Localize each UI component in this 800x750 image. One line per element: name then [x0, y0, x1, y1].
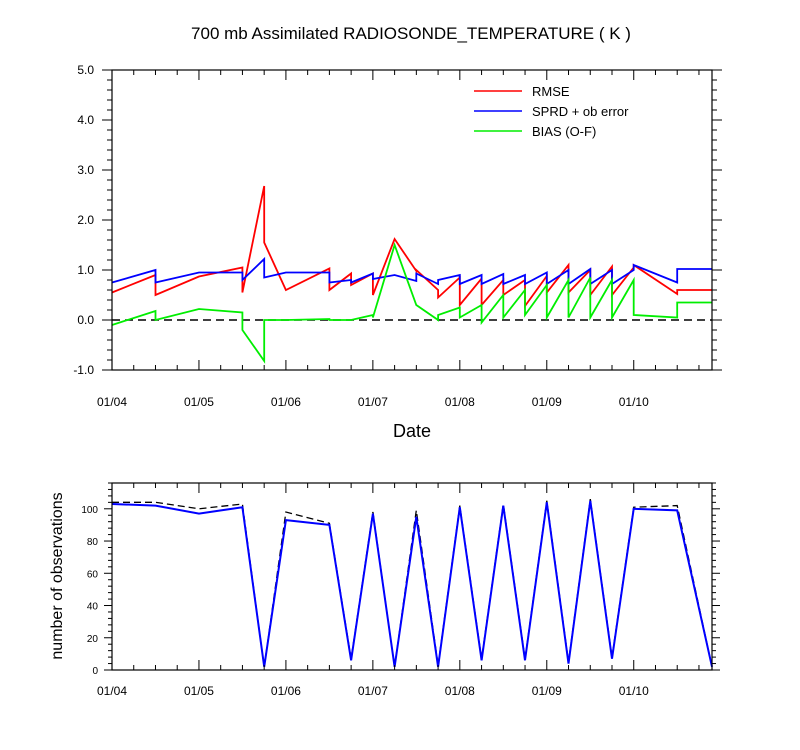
top-y-tick-labels: -1.0 0.0 1.0 2.0 3.0 4.0 5.0 — [73, 63, 94, 377]
legend-label-bias: BIAS (O-F) — [532, 124, 596, 139]
bottom-x-tick-labels: 01/04 01/05 01/06 01/07 01/08 01/09 01/10 — [97, 684, 649, 698]
bottom-plot-frame — [111, 482, 713, 671]
bottom-y-tick-label: 80 — [87, 537, 99, 548]
legend-label-sprd: SPRD + ob error — [532, 104, 629, 119]
bottom-y-tick-label: 0 — [92, 666, 98, 677]
bottom-y-tick-label: 40 — [87, 602, 99, 613]
bottom-x-tick-label: 01/07 — [358, 684, 388, 698]
bottom-axis-ticks — [104, 482, 720, 671]
top-x-tick-label: 01/09 — [532, 395, 562, 409]
series-line-bias-o-f — [111, 242, 712, 364]
top-x-tick-labels: 01/04 01/05 01/06 01/07 01/08 01/09 01/10 — [97, 395, 649, 409]
bottom-y-tick-label: 100 — [81, 505, 98, 516]
bottom-y-tick-labels: 0 20 40 60 80 100 — [81, 505, 98, 677]
bottom-y-axis-title: number of observations — [49, 492, 66, 659]
top-axis-ticks — [102, 69, 722, 371]
top-y-tick-label: 1.0 — [77, 263, 94, 277]
series-line-sprd-ob-error — [111, 256, 712, 286]
bottom-y-tick-label: 60 — [87, 569, 99, 580]
top-x-tick-label: 01/06 — [271, 395, 301, 409]
bottom-x-tick-label: 01/09 — [532, 684, 562, 698]
top-chart-title: 700 mb Assimilated RADIOSONDE_TEMPERATUR… — [191, 24, 631, 43]
bottom-series-group — [111, 499, 713, 668]
bottom-x-tick-label: 01/08 — [445, 684, 475, 698]
top-x-tick-label: 01/08 — [445, 395, 475, 409]
legend-label-rmse: RMSE — [532, 84, 570, 99]
top-chart: 700 mb Assimilated RADIOSONDE_TEMPERATUR… — [73, 24, 722, 441]
bottom-x-tick-label: 01/10 — [619, 684, 649, 698]
top-y-tick-label: 5.0 — [77, 63, 94, 77]
top-x-tick-label: 01/05 — [184, 395, 214, 409]
top-y-tick-label: 2.0 — [77, 213, 94, 227]
top-y-tick-label: -1.0 — [73, 363, 94, 377]
top-x-axis-title: Date — [393, 421, 431, 441]
top-x-tick-label: 01/07 — [358, 395, 388, 409]
top-series-group — [111, 185, 712, 364]
top-y-tick-label: 3.0 — [77, 163, 94, 177]
legend: RMSE SPRD + ob error BIAS (O-F) — [474, 84, 629, 139]
bottom-x-tick-label: 01/05 — [184, 684, 214, 698]
bottom-y-tick-label: 20 — [87, 634, 99, 645]
series-line-assimilated — [111, 500, 713, 668]
top-x-tick-label: 01/10 — [619, 395, 649, 409]
top-y-tick-label: 0.0 — [77, 313, 94, 327]
bottom-x-tick-label: 01/06 — [271, 684, 301, 698]
top-y-tick-label: 4.0 — [77, 113, 94, 127]
series-line-rmse — [111, 185, 712, 309]
top-x-tick-label: 01/04 — [97, 395, 127, 409]
bottom-x-tick-label: 01/04 — [97, 684, 127, 698]
